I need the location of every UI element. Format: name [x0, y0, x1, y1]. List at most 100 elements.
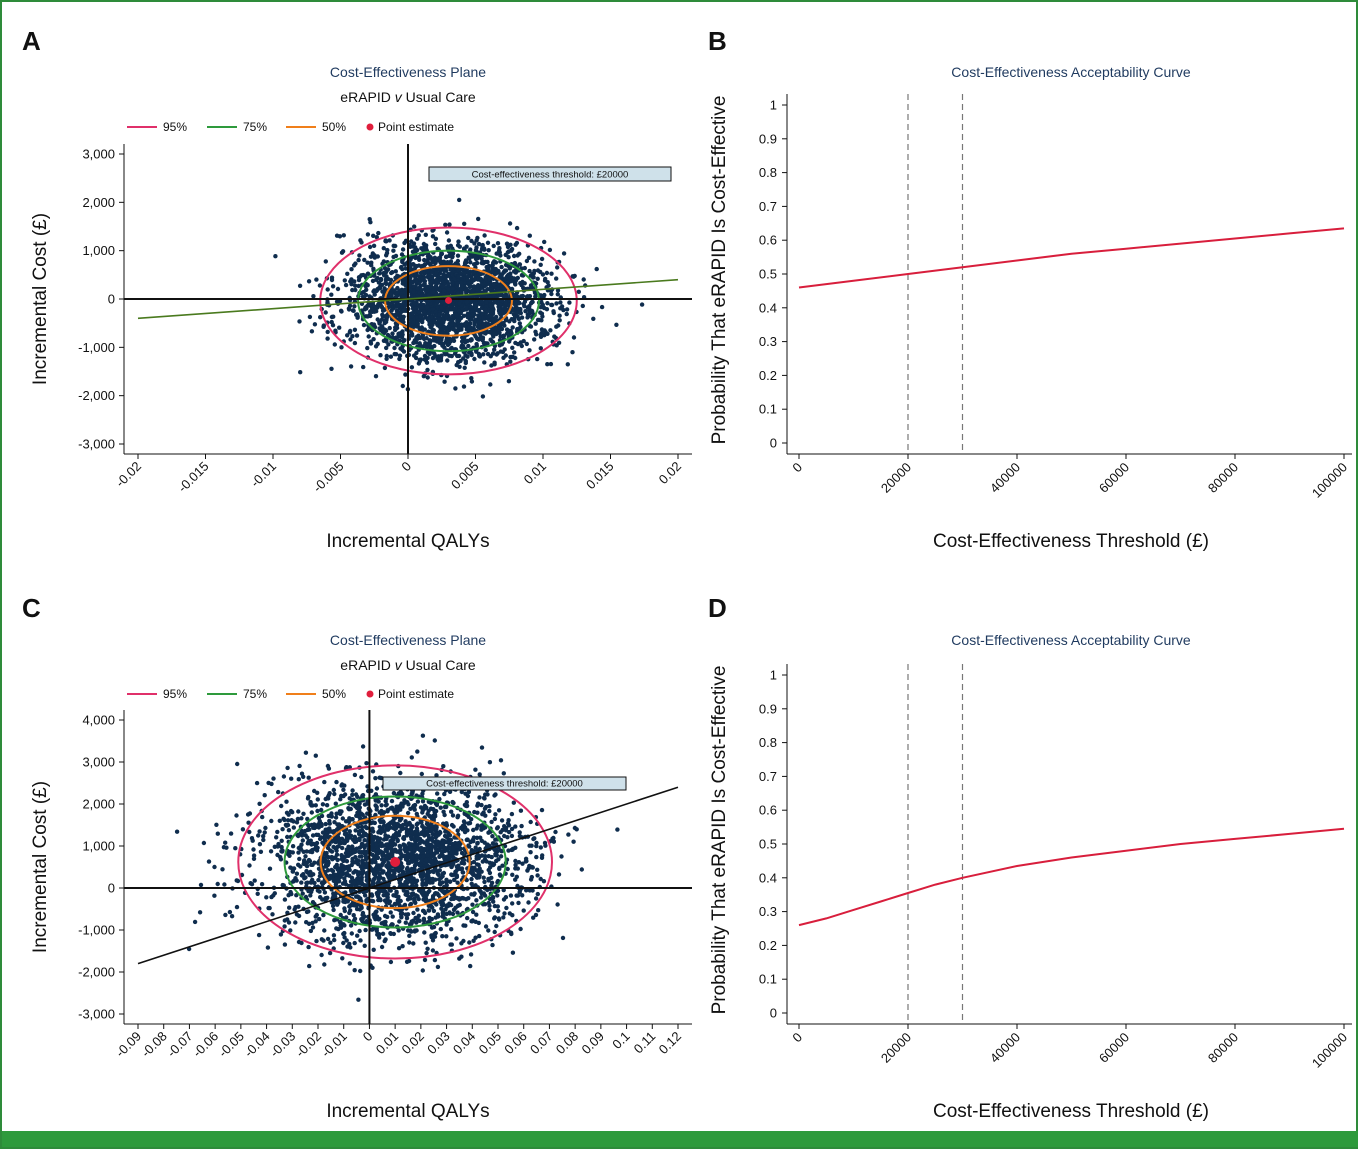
scatter-point — [475, 287, 480, 292]
scatter-point — [258, 849, 264, 854]
scatter-point — [337, 325, 342, 330]
chart-subtitle-part-a-2: Usual Care — [402, 89, 476, 105]
scatter-point — [405, 912, 411, 917]
legend-item-a-3: Point estimate — [366, 120, 454, 134]
scatter-point — [381, 810, 387, 815]
scatter-point — [229, 914, 235, 919]
scatter-point — [423, 940, 428, 945]
scatter-point — [440, 934, 445, 939]
scatter-point — [538, 334, 544, 339]
scatter-point — [490, 942, 495, 948]
scatter-point — [262, 830, 267, 835]
scatter-point — [309, 848, 315, 853]
scatter-point — [451, 338, 457, 343]
scatter-point — [308, 893, 313, 898]
scatter-point — [302, 828, 308, 834]
scatter-point — [453, 312, 459, 318]
scatter-point — [413, 279, 419, 284]
scatter-point — [424, 336, 429, 341]
scatter-point — [536, 908, 541, 913]
scatter-point — [424, 305, 430, 310]
scatter-point — [470, 902, 475, 907]
scatter-point — [434, 834, 439, 839]
scatter-point — [425, 375, 430, 380]
scatter-point — [419, 287, 424, 293]
scatter-point — [367, 217, 372, 222]
scatter-point — [420, 319, 425, 325]
scatter-point — [514, 310, 519, 315]
scatter-point — [615, 827, 620, 832]
scatter-point — [424, 360, 430, 365]
scatter-point — [389, 798, 395, 804]
scatter-point — [368, 309, 373, 314]
scatter-point — [329, 277, 335, 283]
scatter-point — [348, 328, 353, 334]
scatter-point — [533, 321, 538, 326]
scatter-point — [393, 243, 398, 249]
y-tick-label-b-2: 0.2 — [759, 368, 777, 383]
scatter-point — [317, 283, 323, 288]
scatter-point — [472, 277, 477, 282]
scatter-point — [282, 897, 288, 902]
scatter-point — [554, 324, 559, 329]
scatter-point — [303, 833, 308, 838]
scatter-point — [472, 322, 477, 327]
scatter-point — [471, 262, 477, 267]
legend-item-c-0: 95% — [127, 687, 187, 701]
scatter-point — [491, 281, 496, 287]
scatter-point — [416, 361, 422, 366]
scatter-point — [339, 250, 345, 255]
scatter-point — [379, 303, 384, 309]
scatter-point — [372, 309, 377, 314]
scatter-point — [497, 302, 503, 307]
scatter-point — [388, 959, 394, 965]
scatter-point — [313, 753, 318, 758]
scatter-point — [459, 345, 464, 350]
scatter-point — [430, 948, 436, 953]
scatter-point — [416, 310, 422, 315]
scatter-point — [449, 896, 454, 902]
scatter-point — [431, 267, 436, 272]
scatter-point — [325, 763, 331, 769]
scatter-point — [352, 327, 358, 332]
scatter-point — [439, 341, 444, 347]
scatter-point — [484, 300, 489, 305]
scatter-point — [548, 361, 554, 367]
scatter-point — [599, 304, 605, 310]
x-tick-label-b-3: 60000 — [1096, 460, 1132, 496]
scatter-point — [513, 355, 518, 361]
scatter-point — [379, 317, 385, 322]
scatter-point — [309, 810, 314, 815]
scatter-point — [275, 844, 280, 849]
scatter-point — [533, 294, 538, 299]
scatter-point — [444, 882, 449, 888]
scatter-point — [452, 276, 457, 281]
scatter-point — [473, 767, 478, 772]
scatter-point — [426, 833, 431, 838]
scatter-point — [501, 270, 506, 275]
scatter-point — [368, 339, 373, 344]
scatter-point — [479, 891, 485, 896]
legend-label-a-0: 95% — [163, 120, 187, 134]
scatter-point — [222, 882, 227, 887]
scatter-point — [357, 876, 362, 881]
scatter-point — [386, 276, 391, 282]
scatter-point — [426, 292, 431, 298]
scatter-point — [333, 872, 338, 877]
scatter-point — [518, 340, 523, 345]
scatter-point — [340, 816, 345, 821]
scatter-point — [497, 310, 502, 316]
scatter-point — [373, 344, 379, 349]
scatter-point — [325, 287, 330, 292]
scatter-point — [367, 294, 372, 299]
scatter-point — [480, 394, 486, 399]
scatter-point — [518, 926, 523, 932]
scatter-point — [461, 356, 466, 361]
scatter-point — [282, 817, 287, 823]
scatter-point — [379, 324, 384, 329]
scatter-point — [507, 221, 513, 226]
scatter-point — [405, 891, 410, 896]
scatter-point — [450, 318, 455, 323]
scatter-point — [376, 230, 381, 236]
